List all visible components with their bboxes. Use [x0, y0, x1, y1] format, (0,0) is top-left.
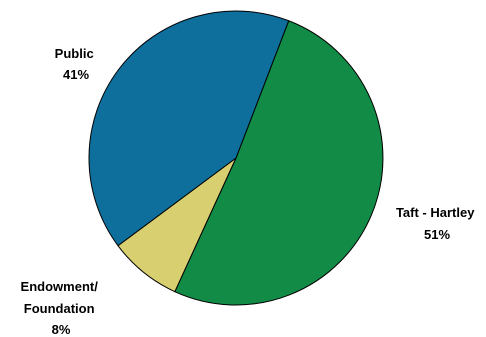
slice-label-endowment-percent: 8% [52, 322, 71, 337]
slice-label-endowment-line2: Foundation [24, 301, 95, 316]
pie-slices [88, 10, 384, 306]
slice-label-taft-hartley-name: Taft - Hartley [396, 205, 475, 220]
pie-slice-public [88, 10, 290, 247]
pie-slice-taft-hartley [174, 20, 384, 306]
slice-label-taft-hartley: Taft - Hartley 51% [396, 205, 478, 242]
slice-label-taft-hartley-percent: 51% [424, 227, 450, 242]
slice-label-endowment-foundation: Endowment/ Foundation 8% [21, 279, 102, 337]
slice-label-public: Public 41% [55, 46, 98, 82]
slice-label-public-name: Public [55, 46, 94, 61]
slice-label-public-percent: 41% [63, 67, 89, 82]
slice-label-endowment-line1: Endowment/ [21, 279, 99, 294]
